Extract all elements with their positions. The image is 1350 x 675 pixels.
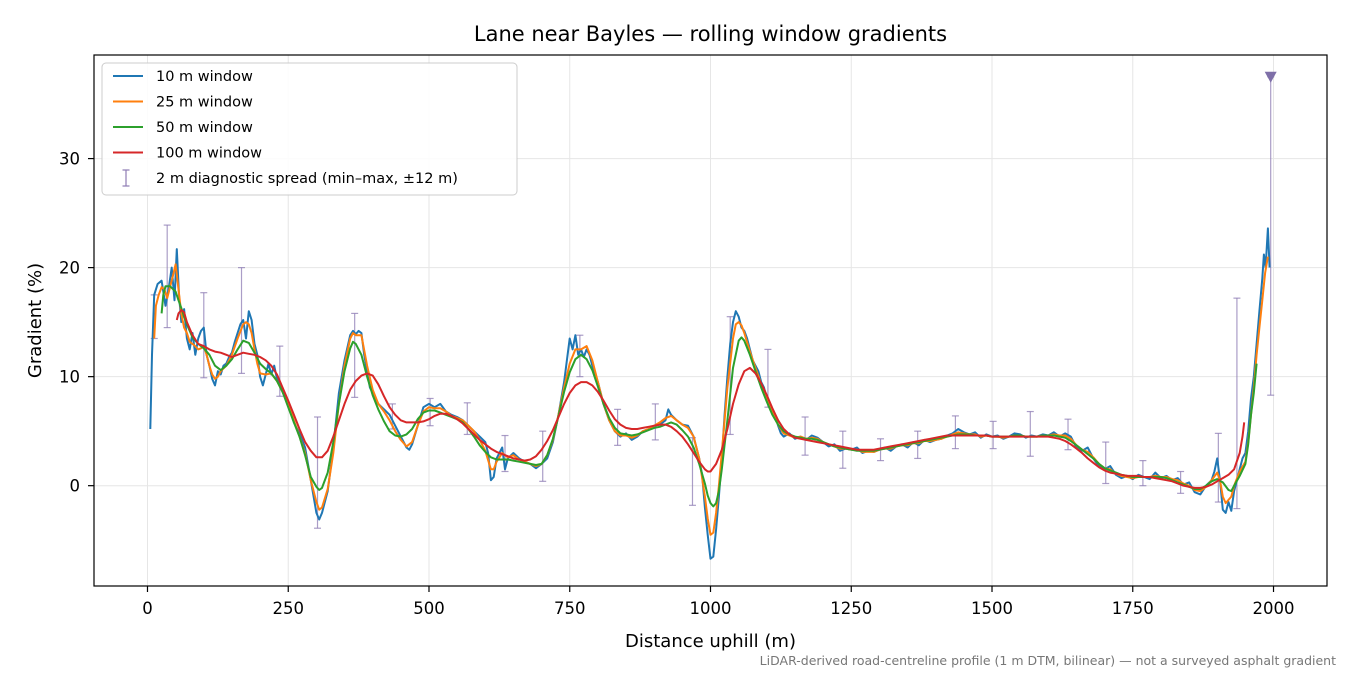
y-tick-label: 20	[59, 259, 80, 278]
spread-bar	[163, 224, 171, 329]
x-axis-ticks: 0 250 500 750 1000 1250 1500 1750 2000	[142, 586, 1295, 618]
x-tick-label: 0	[142, 599, 153, 618]
x-tick-label: 500	[413, 599, 445, 618]
spread-bar	[614, 408, 622, 446]
x-tick-label: 1000	[690, 599, 732, 618]
spread-bar	[1026, 410, 1034, 457]
spread-bar	[238, 267, 246, 374]
spread-bar	[1102, 441, 1110, 485]
y-axis-ticks: 0 10 20 30	[59, 150, 94, 496]
x-tick-label: 1250	[830, 599, 872, 618]
series-line-100-m-window	[175, 309, 1246, 489]
y-tick-label: 0	[70, 477, 81, 496]
series-line-50-m-window	[160, 285, 1258, 508]
x-tick-label: 1500	[971, 599, 1013, 618]
x-tick-label: 250	[272, 599, 304, 618]
spread-max-marker	[1264, 71, 1277, 83]
x-axis-label: Distance uphill (m)	[625, 631, 796, 652]
y-tick-label: 30	[59, 150, 80, 169]
legend-label: 100 m window	[156, 146, 262, 162]
spread-bars	[150, 71, 1277, 529]
chart-title: Lane near Bayles — rolling window gradie…	[474, 22, 947, 46]
x-tick-label: 1750	[1112, 599, 1154, 618]
footnote: LiDAR-derived road-centreline profile (1…	[760, 653, 1336, 668]
legend-label: 50 m window	[156, 120, 253, 136]
x-tick-label: 2000	[1253, 599, 1295, 618]
y-tick-label: 10	[59, 368, 80, 387]
series-lines	[149, 227, 1271, 560]
spread-bar	[651, 403, 659, 441]
legend-box	[101, 62, 518, 196]
spread-bar	[1233, 297, 1241, 510]
spread-bar	[801, 416, 809, 456]
spread-bar	[1139, 460, 1147, 487]
x-tick-label: 750	[554, 599, 586, 618]
y-axis-label: Gradient (%)	[25, 263, 46, 378]
legend-label: 10 m window	[156, 69, 253, 85]
legend-label: 2 m diagnostic spread (min–max, ±12 m)	[156, 171, 458, 187]
spread-bar	[539, 430, 547, 482]
spread-bar	[426, 397, 434, 427]
spread-bar	[989, 420, 997, 450]
legend: 10 m window 25 m window 50 m window 100 m w…	[101, 62, 518, 196]
legend-label: 25 m window	[156, 95, 253, 111]
spread-bar	[314, 416, 322, 529]
